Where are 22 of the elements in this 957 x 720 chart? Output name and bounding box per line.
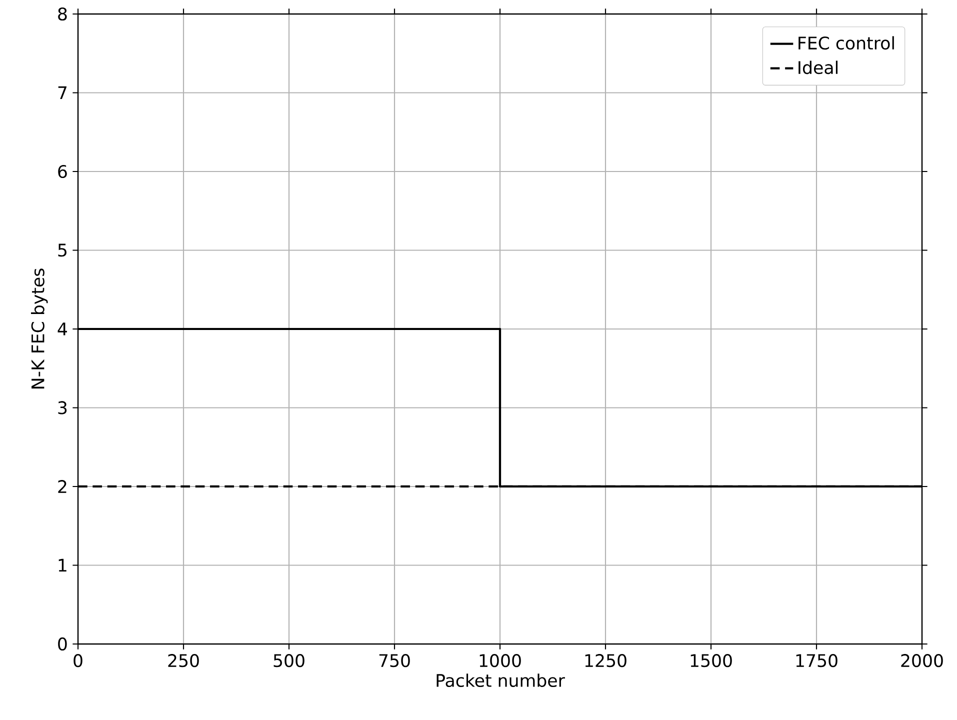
x-tick-label: 1750: [796, 654, 838, 668]
x-tick-label: 1250: [585, 654, 626, 668]
y-tick-label: 6: [58, 164, 67, 178]
y-tick-label: 3: [58, 401, 67, 414]
y-tick-label: 0: [58, 637, 67, 651]
legend-label: Ideal: [798, 60, 838, 74]
y-tick-label: 5: [58, 244, 66, 257]
x-tick-label: 250: [168, 654, 199, 668]
x-axis-title: Packet number: [436, 674, 565, 688]
y-tick-label: 1: [58, 558, 66, 572]
x-tick-label: 0: [74, 654, 82, 668]
y-tick-label: 4: [58, 322, 67, 336]
x-tick-label: 1500: [690, 654, 732, 668]
y-tick-label: 8: [58, 7, 67, 21]
y-tick-label: 7: [58, 86, 66, 100]
x-tick-label: 750: [379, 654, 410, 668]
y-tick-label: 2: [58, 480, 66, 493]
x-tick-label: 500: [274, 654, 304, 668]
y-axis-title: N-K FEC bytes: [31, 268, 48, 388]
legend-label: FEC control: [798, 36, 894, 50]
x-tick-label: 1000: [480, 654, 521, 668]
x-tick-label: 2000: [901, 654, 943, 668]
